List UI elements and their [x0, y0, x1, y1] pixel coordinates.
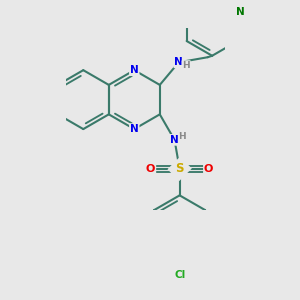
Text: N: N	[170, 135, 179, 145]
Text: S: S	[176, 162, 184, 176]
Text: H: H	[182, 61, 190, 70]
Text: S: S	[176, 162, 184, 176]
Text: N: N	[236, 7, 245, 16]
Text: N: N	[130, 65, 139, 75]
Text: Cl: Cl	[174, 271, 185, 281]
Text: H: H	[178, 132, 185, 141]
Text: O: O	[204, 164, 213, 174]
Text: N: N	[174, 57, 183, 67]
Text: N: N	[130, 124, 139, 134]
Text: O: O	[146, 164, 155, 174]
